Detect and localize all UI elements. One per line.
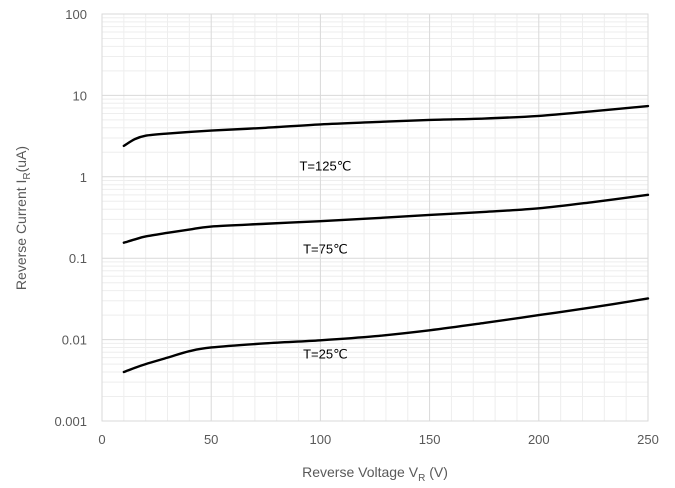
x-axis-ticks: 0 50 100 150 200 250 bbox=[98, 432, 658, 447]
y-axis-label-main: Reverse Current I bbox=[13, 180, 29, 290]
y-axis-label-sub: R bbox=[22, 172, 33, 179]
y-tick-label: 10 bbox=[73, 88, 87, 103]
x-axis-label: Reverse Voltage VR (V) bbox=[302, 464, 448, 484]
x-tick-label: 50 bbox=[204, 432, 218, 447]
y-axis-ticks: 0.001 0.01 0.1 1 10 100 bbox=[54, 7, 87, 429]
x-tick-label: 100 bbox=[310, 432, 332, 447]
series-label: T=75℃ bbox=[303, 241, 348, 256]
series-labels: T=125℃ T=75℃ T=25℃ bbox=[299, 158, 351, 361]
y-tick-label: 100 bbox=[65, 7, 87, 22]
y-tick-label: 0.1 bbox=[69, 251, 87, 266]
series-line-1 bbox=[122, 193, 650, 244]
y-axis-label-unit: (uA) bbox=[13, 146, 29, 172]
series-line-2 bbox=[122, 297, 650, 374]
y-tick-label: 1 bbox=[80, 170, 87, 185]
y-axis-label: Reverse Current IR(uA) bbox=[13, 146, 33, 290]
series-lines bbox=[122, 104, 650, 374]
series-line-0 bbox=[122, 104, 650, 148]
x-tick-label: 150 bbox=[419, 432, 441, 447]
y-tick-label: 0.001 bbox=[54, 414, 87, 429]
x-axis-label-main: Reverse Voltage V bbox=[302, 464, 419, 480]
plot-frame bbox=[101, 13, 649, 422]
series-label: T=25℃ bbox=[303, 346, 348, 361]
x-tick-label: 200 bbox=[528, 432, 550, 447]
x-tick-label: 250 bbox=[637, 432, 659, 447]
series-label: T=125℃ bbox=[299, 158, 351, 173]
x-axis-label-unit: (V) bbox=[425, 464, 448, 480]
y-tick-label: 0.01 bbox=[62, 333, 87, 348]
x-axis-label-sub: R bbox=[418, 473, 425, 484]
x-tick-label: 0 bbox=[98, 432, 105, 447]
